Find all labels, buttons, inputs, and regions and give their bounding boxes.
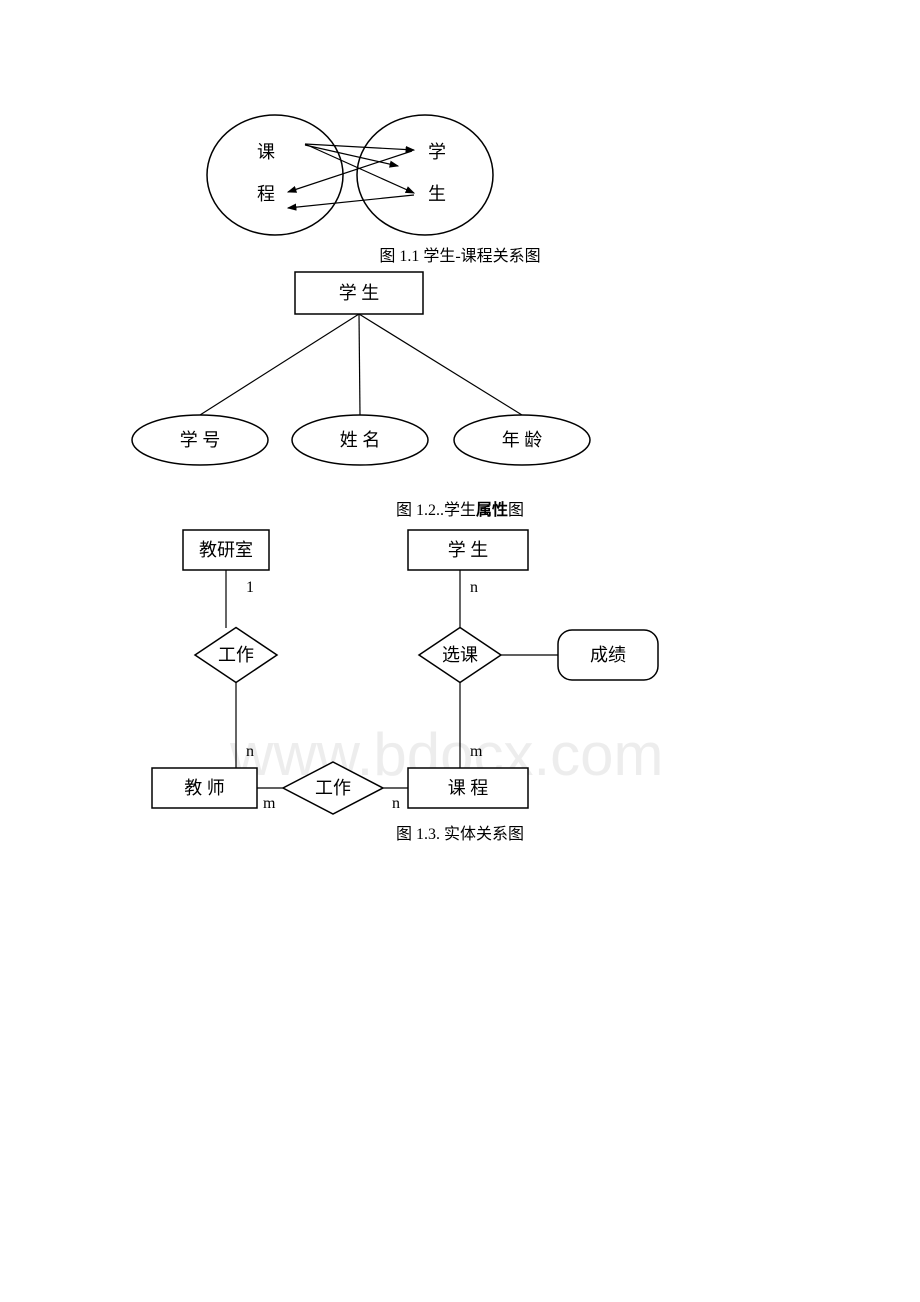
- svg-text:课 程: 课 程: [448, 778, 489, 798]
- svg-text:n: n: [470, 579, 478, 596]
- svg-text:成绩: 成绩: [590, 645, 626, 665]
- svg-text:工作: 工作: [315, 778, 351, 798]
- svg-text:工作: 工作: [218, 645, 254, 665]
- fig3-caption: 图 1.3. 实体关系图: [0, 820, 920, 844]
- svg-text:m: m: [263, 795, 276, 812]
- svg-text:选课: 选课: [442, 645, 478, 665]
- svg-text:教 师: 教 师: [184, 778, 225, 798]
- svg-text:1: 1: [246, 579, 254, 596]
- svg-text:学 生: 学 生: [448, 540, 489, 560]
- fig3-svg: 教研室学 生教 师课 程工作选课工作成绩1nnmmn: [0, 0, 920, 850]
- svg-text:n: n: [392, 795, 400, 812]
- svg-text:m: m: [470, 743, 483, 760]
- svg-text:教研室: 教研室: [199, 540, 253, 560]
- svg-text:n: n: [246, 743, 254, 760]
